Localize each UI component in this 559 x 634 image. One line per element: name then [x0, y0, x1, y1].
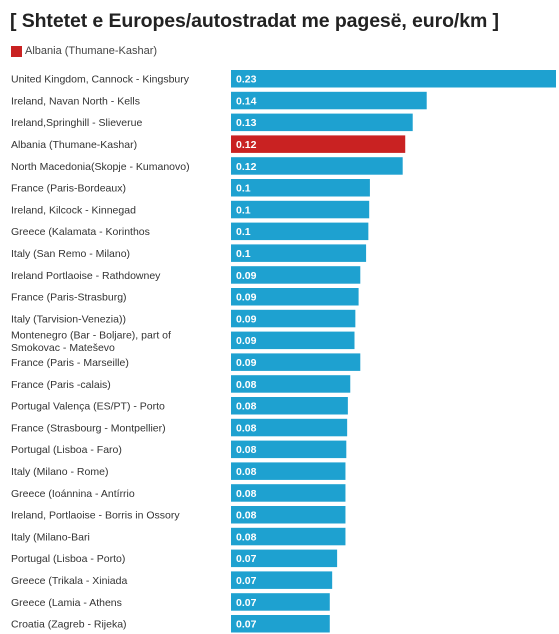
bar [231, 549, 338, 568]
bar [231, 266, 361, 284]
category-label: Portugal (Lisboa - Porto) [11, 553, 125, 565]
bar [231, 375, 351, 393]
data-label: 0.14 [236, 95, 257, 107]
data-label: 0.08 [236, 488, 257, 500]
category-label: France (Paris-Strasburg) [11, 292, 127, 304]
category-label: France (Paris-Bordeaux) [11, 183, 126, 195]
category-label: Portugal Valença (ES/PT) - Porto [11, 401, 165, 413]
bar [231, 571, 333, 589]
data-label: 0.08 [236, 422, 257, 434]
bar [231, 506, 346, 524]
legend: Albania (Thumane-Kashar) [11, 45, 157, 57]
bar [231, 288, 359, 306]
category-label: France (Paris - Marseille) [11, 357, 129, 369]
data-label: 0.08 [236, 510, 257, 522]
legend-swatch [11, 45, 22, 57]
data-label: 0.07 [236, 575, 257, 587]
category-label: Ireland Portlaoise - Rathdowney [11, 270, 161, 282]
category-label: Albania (Thumane-Kashar) [11, 139, 137, 151]
bar [231, 418, 348, 437]
data-label: 0.13 [236, 117, 257, 129]
data-label: 0.09 [236, 270, 257, 282]
data-label: 0.23 [236, 74, 257, 86]
category-label: Ireland, Portlaoise - Borris in Ossory [11, 510, 180, 522]
data-label: 0.08 [236, 466, 257, 478]
bar [231, 353, 361, 371]
bar [231, 157, 403, 175]
bar [231, 91, 427, 110]
data-label: 0.07 [236, 553, 257, 565]
category-label: United Kingdom, Cannock - Kingsbury [11, 74, 190, 86]
legend-label: Albania (Thumane-Kashar) [25, 45, 158, 57]
data-label: 0.08 [236, 531, 257, 543]
bar [231, 527, 346, 546]
category-label: Ireland, Kilcock - Kinnegad [11, 204, 136, 216]
bar [231, 440, 347, 459]
data-label: 0.08 [236, 444, 257, 456]
category-label: Ireland, Navan North - Kells [11, 95, 140, 107]
bar [231, 309, 356, 328]
bar [231, 244, 367, 262]
bar [231, 331, 355, 350]
data-label: 0.07 [236, 597, 257, 609]
bar [231, 484, 346, 502]
data-label: 0.1 [236, 226, 251, 238]
category-label: Greece (Kalamata - Korinthos [11, 226, 150, 238]
data-label: 0.09 [236, 292, 257, 304]
chart-title: [ Shtetet e Europes/autostradat me pages… [10, 10, 499, 32]
data-label: 0.1 [236, 248, 251, 260]
data-label: 0.09 [236, 357, 257, 369]
data-label: 0.09 [236, 313, 257, 325]
category-label: France (Paris -calais) [11, 379, 111, 391]
data-label: 0.12 [236, 139, 257, 151]
bar [231, 135, 406, 153]
bar [231, 462, 346, 480]
category-label: Greece (Trikala - Xiniada [11, 575, 127, 587]
bar [231, 179, 370, 197]
category-label: Italy (Tarvision-Venezia)) [11, 313, 126, 325]
category-label: Portugal (Lisboa - Faro) [11, 444, 122, 456]
bar [231, 615, 330, 633]
category-label: Italy (Milano - Rome) [11, 466, 108, 478]
data-label: 0.07 [236, 619, 257, 631]
data-label: 0.08 [236, 401, 257, 413]
category-label: Italy (San Remo - Milano) [11, 248, 130, 260]
data-label: 0.1 [236, 183, 251, 195]
bar [231, 397, 348, 415]
bar [231, 593, 330, 611]
category-label: Montenegro (Bar - Boljare), part of Smoko… [11, 329, 171, 354]
category-label: North Macedonia(Skopje - Kumanovo) [11, 161, 190, 173]
data-label: 0.08 [236, 379, 257, 391]
category-label: Italy (Milano-Bari [11, 531, 90, 543]
category-label: France (Strasbourg - Montpellier) [11, 422, 166, 434]
category-label: Greece (Lamia - Athens [11, 597, 122, 609]
bar [231, 222, 369, 241]
category-label: Croatia (Zagreb - Rijeka) [11, 619, 127, 631]
data-label: 0.09 [236, 335, 257, 347]
data-label: 0.1 [236, 204, 251, 216]
data-label: 0.12 [236, 161, 257, 173]
category-label: Greece (Ioánnina - Antírrio [11, 488, 135, 500]
category-label: Ireland,Springhill - Slieverue [11, 117, 142, 129]
bar [231, 113, 413, 132]
bar [231, 70, 556, 88]
bar [231, 200, 370, 219]
